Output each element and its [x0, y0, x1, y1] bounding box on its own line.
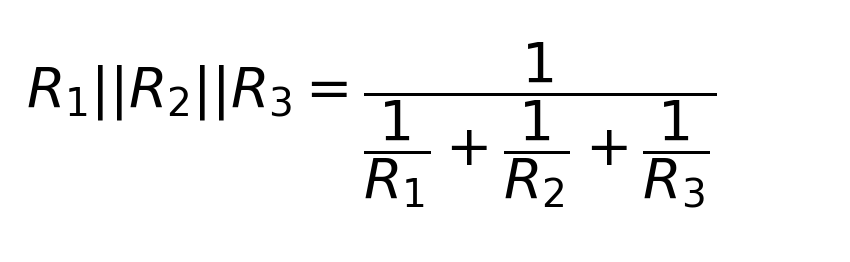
- Text: $R_1||R_2||R_3 = \dfrac{1}{\dfrac{1}{R_1} + \dfrac{1}{R_2} + \dfrac{1}{R_3}}$: $R_1||R_2||R_3 = \dfrac{1}{\dfrac{1}{R_1…: [26, 41, 717, 211]
